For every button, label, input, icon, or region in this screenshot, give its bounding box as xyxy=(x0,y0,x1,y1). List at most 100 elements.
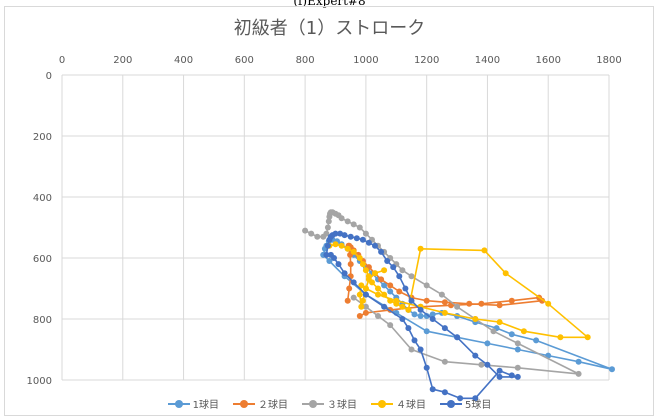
data-point xyxy=(478,300,485,307)
data-point xyxy=(335,261,342,268)
x-tick-label: 1800 xyxy=(596,55,621,66)
chart-frame xyxy=(4,6,654,416)
data-point xyxy=(545,300,552,307)
data-point xyxy=(438,291,445,298)
data-point xyxy=(324,242,331,249)
data-point xyxy=(399,303,406,310)
data-point xyxy=(417,306,424,313)
y-tick-label: 200 xyxy=(33,132,52,143)
data-point xyxy=(454,334,461,341)
data-point xyxy=(341,270,348,277)
data-point xyxy=(302,227,309,234)
data-point xyxy=(308,230,315,237)
legend-item: ２球目 xyxy=(233,396,288,411)
data-point xyxy=(408,273,415,280)
data-point xyxy=(399,267,406,274)
data-point xyxy=(408,297,415,304)
data-point xyxy=(408,346,415,353)
data-point xyxy=(520,328,527,335)
data-point xyxy=(490,328,497,335)
data-point xyxy=(365,239,372,246)
data-point xyxy=(533,337,540,344)
data-point xyxy=(396,288,403,295)
x-tick-label: 0 xyxy=(59,55,65,66)
data-point xyxy=(484,340,491,347)
data-point xyxy=(557,334,564,341)
data-point xyxy=(466,300,473,307)
x-tick-label: 1600 xyxy=(535,55,560,66)
data-point xyxy=(387,297,394,304)
data-point xyxy=(508,297,515,304)
legend-label: 5球目 xyxy=(465,400,492,411)
data-point xyxy=(496,319,503,326)
data-point xyxy=(405,325,412,332)
y-tick-label: 600 xyxy=(33,254,52,265)
data-point xyxy=(423,328,430,335)
data-point xyxy=(457,395,464,402)
legend-swatch xyxy=(371,399,393,409)
data-point xyxy=(387,322,394,329)
data-point xyxy=(332,241,339,248)
data-point xyxy=(338,242,345,249)
data-point xyxy=(375,313,381,319)
data-point xyxy=(496,373,503,380)
legend-label: ３球目 xyxy=(327,400,357,411)
data-point xyxy=(502,270,509,277)
legend-item: 5球目 xyxy=(440,396,491,411)
data-point xyxy=(441,299,448,306)
data-point xyxy=(496,367,503,374)
data-point xyxy=(484,361,491,368)
data-point xyxy=(365,276,372,283)
data-point xyxy=(350,248,357,255)
legend-swatch xyxy=(233,399,255,409)
data-point xyxy=(375,291,381,298)
data-point xyxy=(362,267,369,274)
data-point xyxy=(381,291,388,298)
data-point xyxy=(393,297,400,304)
data-point xyxy=(423,297,430,304)
data-point xyxy=(359,261,366,268)
data-point xyxy=(441,325,448,332)
legend-item: 1球目 xyxy=(167,396,219,411)
data-point xyxy=(508,372,515,379)
data-point xyxy=(358,282,365,289)
data-point xyxy=(441,309,448,316)
data-point xyxy=(324,224,331,231)
legend-swatch xyxy=(167,399,190,409)
data-point xyxy=(346,285,353,292)
data-point xyxy=(441,358,448,365)
data-point xyxy=(338,215,345,222)
data-point xyxy=(372,270,378,277)
data-point xyxy=(359,236,366,243)
data-point xyxy=(362,309,369,316)
data-point xyxy=(429,386,436,393)
data-point xyxy=(344,297,351,304)
data-point xyxy=(441,389,448,396)
legend-label: ２球目 xyxy=(258,400,288,411)
data-point xyxy=(381,303,388,310)
legend-item: ３球目 xyxy=(302,396,357,411)
data-point xyxy=(314,233,321,240)
data-point xyxy=(347,233,354,240)
data-point xyxy=(375,285,381,292)
data-point xyxy=(356,291,363,298)
legend-swatch xyxy=(302,399,324,409)
data-point xyxy=(323,230,330,237)
data-point xyxy=(472,352,479,359)
data-point xyxy=(472,316,479,322)
data-point xyxy=(575,370,582,377)
data-point xyxy=(402,285,409,292)
data-point xyxy=(356,255,363,261)
x-tick-label: 1400 xyxy=(475,55,500,66)
data-point xyxy=(356,313,363,319)
data-point xyxy=(508,331,515,338)
data-point xyxy=(609,366,615,373)
data-point xyxy=(472,395,479,402)
data-point xyxy=(372,242,378,249)
y-tick-label: 0 xyxy=(46,71,52,82)
data-point xyxy=(353,235,360,242)
x-tick-label: 600 xyxy=(235,55,254,66)
data-point xyxy=(390,264,397,271)
data-point xyxy=(350,279,357,286)
data-point xyxy=(514,346,521,353)
